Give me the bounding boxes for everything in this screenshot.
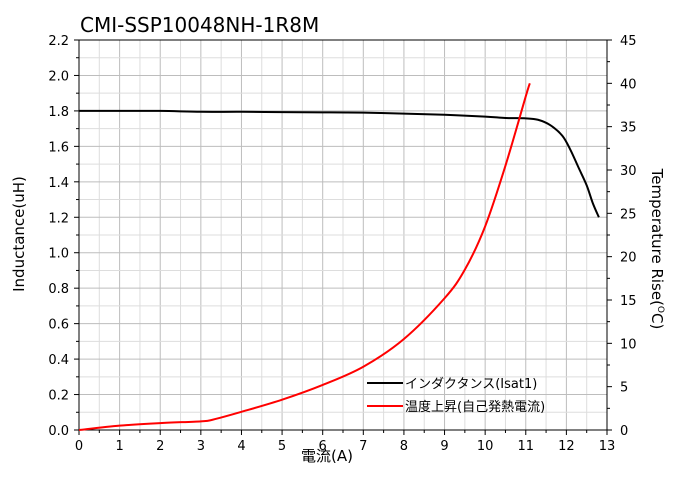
y-left-tick-label: 1.2 [48,211,69,226]
y-axis-right-title-unit: C) [648,313,666,329]
y-right-tick-label: 15 [620,294,637,309]
y-left-tick-label: 1.8 [48,105,69,120]
x-tick-label: 1 [115,439,123,454]
series [78,83,600,431]
x-tick-label: 0 [75,439,83,454]
ticks: 0 1 2 3 4 5 6 7 8 9 10 11 12 130.00.20.40.60.81.01.21… [48,34,636,454]
x-tick-label: 2 [156,439,164,454]
y-axis-right-title: Temperature Rise(OC) [648,168,666,330]
y-right-tick-label: 40 [620,77,637,92]
x-axis-title: 電流(A) [301,447,353,465]
x-tick-label: 9 [440,439,448,454]
y-right-tick-label: 25 [620,207,637,222]
x-tick-label: 11 [517,439,534,454]
y-left-tick-label: 0.2 [48,389,69,404]
y-left-tick-label: 0.0 [48,424,69,439]
y-left-tick-label: 1.0 [48,247,69,262]
y-axis-left-title: Inductance(uH) [10,176,28,292]
x-tick-label: 6 [319,439,327,454]
x-tick-label: 3 [197,439,205,454]
y-right-tick-label: 5 [620,381,628,396]
y-axis-right-title-degree: O [655,306,665,313]
chart-title: CMI-SSP10048NH-1R8M [80,13,319,37]
x-tick-label: 7 [359,439,367,454]
y-left-tick-label: 2.0 [48,69,69,84]
x-tick-label: 12 [558,439,575,454]
x-tick-label: 5 [278,439,286,454]
legend-label-inductance: インダクタンス(Isat1) [405,377,537,392]
y-left-tick-label: 1.6 [48,140,69,155]
grid [78,39,608,431]
y-left-tick-label: 0.6 [48,318,69,333]
y-left-tick-label: 1.4 [48,176,69,191]
series-line-inductance [79,109,600,218]
y-left-tick-label: 2.2 [48,34,69,49]
y-right-tick-label: 0 [620,424,628,439]
x-tick-label: 10 [477,439,494,454]
y-left-tick-label: 0.8 [48,282,69,297]
y-axis-right-title-main: Temperature Rise( [648,168,666,306]
legend: インダクタンス(Isat1) 温度上昇(自己発熱電流) [367,377,545,415]
y-right-tick-label: 45 [620,34,637,49]
legend-label-temperature: 温度上昇(自己発熱電流) [405,399,545,415]
x-tick-label: 13 [599,439,616,454]
series-line-temperature [78,83,531,431]
y-right-tick-label: 30 [620,164,637,179]
y-right-tick-label: 10 [620,337,637,352]
y-right-tick-label: 20 [620,251,637,266]
y-right-tick-label: 35 [620,121,637,136]
x-tick-label: 4 [237,439,245,454]
y-left-tick-label: 0.4 [48,353,69,368]
x-tick-label: 8 [400,439,408,454]
